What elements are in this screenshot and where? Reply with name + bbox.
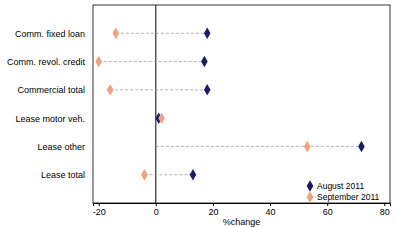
connector	[144, 174, 193, 175]
marks	[95, 28, 364, 181]
x-tick-mark	[99, 203, 100, 206]
legend-marker	[307, 180, 314, 191]
y-tick-label: Commercial total	[17, 85, 85, 95]
y-axis: Comm. fixed loan Comm. revol. credit Comme…	[7, 29, 86, 180]
dot	[113, 28, 120, 39]
y-tick: Comm. revol. credit	[7, 57, 86, 67]
dot	[158, 112, 165, 123]
dot	[304, 141, 311, 152]
connector	[116, 33, 207, 34]
y-tick: Comm. fixed loan	[15, 29, 85, 39]
dot	[95, 56, 102, 67]
connector	[99, 61, 205, 62]
x-tick-mark	[384, 203, 385, 206]
x-tick-label: 0	[154, 207, 159, 217]
x-tick-label: 40	[266, 207, 276, 217]
dot	[204, 28, 211, 39]
x-tick-mark	[213, 203, 214, 206]
x-tick-mark	[270, 203, 271, 206]
legend-label: August 2011	[317, 181, 364, 191]
x-tick-label: 60	[323, 207, 333, 217]
x-tick: 60	[323, 203, 333, 217]
connector	[110, 89, 207, 90]
zero-line	[155, 5, 156, 203]
x-tick: -20	[93, 203, 106, 217]
legend-label: September 2011	[317, 192, 379, 202]
legend: August 2011September 2011	[307, 180, 380, 202]
x-axis-title: %change	[223, 217, 261, 227]
dot	[107, 84, 114, 95]
y-tick-label: Lease other	[37, 142, 85, 152]
dot	[141, 169, 148, 180]
plot-frame	[93, 5, 390, 203]
y-tick: Lease other	[37, 142, 85, 152]
x-tick: 0	[154, 203, 159, 217]
x-tick: 40	[266, 203, 276, 217]
y-tick-label: Comm. fixed loan	[15, 29, 85, 39]
x-tick-label: 20	[208, 207, 218, 217]
x-tick-mark	[156, 203, 157, 206]
x-tick: 80	[380, 203, 390, 217]
x-tick-label: 80	[380, 207, 390, 217]
connector	[156, 146, 362, 147]
y-tick: Lease motor veh.	[15, 114, 85, 124]
x-axis: -20 0 20 40 60 80	[93, 203, 391, 217]
y-tick: Lease total	[41, 170, 85, 180]
y-tick-label: Lease total	[41, 170, 85, 180]
legend-marker	[307, 191, 314, 202]
x-tick: 20	[208, 203, 218, 217]
y-tick-label: Comm. revol. credit	[7, 57, 86, 67]
x-axis-line	[94, 204, 391, 207]
x-tick-mark	[327, 203, 328, 206]
y-tick: Commercial total	[17, 85, 85, 95]
dot	[358, 141, 365, 152]
plot: -20 0 20 40 60 80 Comm. fixed loan Comm. revol.…	[7, 5, 391, 217]
dot	[190, 169, 197, 180]
dot	[204, 84, 211, 95]
x-tick-label: -20	[93, 207, 106, 217]
chart: -20 0 20 40 60 80 Comm. fixed loan Comm. revol.…	[0, 0, 397, 227]
y-tick-label: Lease motor veh.	[15, 114, 85, 124]
dot	[201, 56, 208, 67]
